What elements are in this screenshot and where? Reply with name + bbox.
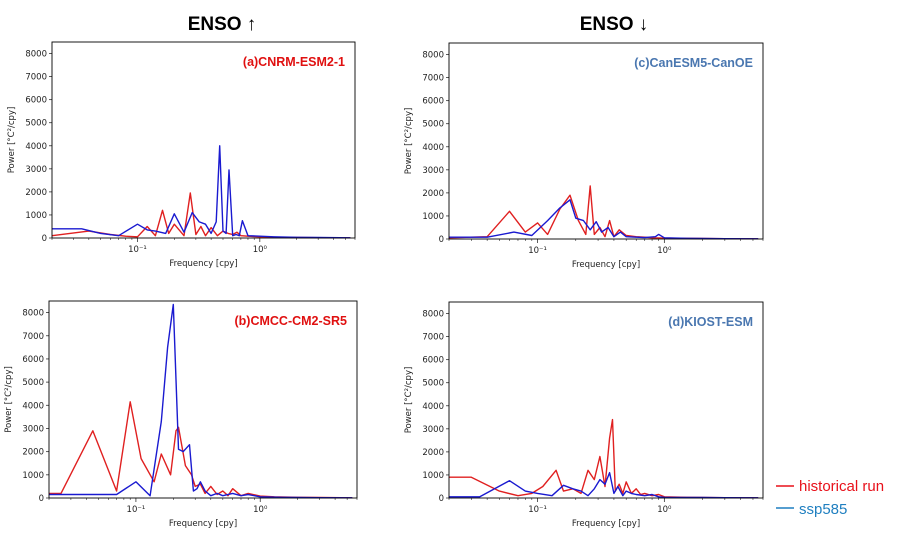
x-axis-label: Frequency [cpy] bbox=[572, 260, 640, 270]
y-tick-label: 5000 bbox=[25, 119, 47, 129]
y-tick-label: 3000 bbox=[25, 165, 47, 175]
y-tick-label: 7000 bbox=[25, 73, 47, 83]
series-ssp585-line bbox=[49, 303, 353, 499]
y-tick-label: 1000 bbox=[25, 211, 47, 221]
y-tick-label: 4000 bbox=[25, 142, 47, 152]
column-title-right: ENSO ↓ bbox=[580, 14, 649, 35]
series-ssp585-line bbox=[52, 145, 351, 239]
y-tick-label: 8000 bbox=[422, 310, 444, 320]
y-tick-label: 4000 bbox=[422, 402, 444, 412]
x-axis-label: Frequency [cpy] bbox=[169, 259, 237, 269]
series-historical-line bbox=[51, 192, 351, 239]
y-axis-label: Power [°C²/cpy] bbox=[4, 366, 14, 433]
y-tick-label: 2000 bbox=[22, 448, 44, 458]
y-tick-label: 8000 bbox=[22, 309, 44, 319]
y-tick-label: 2000 bbox=[422, 189, 444, 199]
plot-frame bbox=[448, 301, 764, 499]
y-tick-label: 0 bbox=[39, 494, 44, 504]
y-tick-label: 0 bbox=[439, 235, 444, 245]
y-tick-label: 4000 bbox=[22, 401, 44, 411]
panels: 0 1000 2000 3000 4000 5000 6000 7000 8000 10⁻¹ 10⁰… bbox=[4, 41, 764, 529]
y-tick-label: 6000 bbox=[22, 355, 44, 365]
plot-frame bbox=[448, 42, 764, 240]
y-tick-label: 4000 bbox=[422, 143, 444, 153]
y-tick-label: 3000 bbox=[22, 424, 44, 434]
x-tick-label: 10⁻¹ bbox=[528, 246, 547, 256]
panel-1: 0 1000 2000 3000 4000 5000 6000 7000 8000 10⁻¹ 10⁰… bbox=[7, 41, 356, 269]
panel-2: 0 1000 2000 3000 4000 5000 6000 7000 8000 10⁻¹ 10⁰… bbox=[404, 42, 764, 270]
panel-title: (c)CanESM5-CanOE bbox=[634, 56, 753, 70]
x-tick-label: 10⁰ bbox=[253, 245, 268, 255]
legend-ssp585-label: ssp585 bbox=[799, 501, 847, 518]
column-title-left: ENSO ↑ bbox=[188, 14, 257, 35]
x-tick-label: 10⁻¹ bbox=[127, 505, 146, 515]
y-tick-label: 5000 bbox=[22, 378, 44, 388]
series-ssp585-line bbox=[449, 471, 759, 499]
y-tick-label: 3000 bbox=[422, 166, 444, 176]
series-historical-line bbox=[49, 401, 353, 499]
y-axis-label: Power [°C²/cpy] bbox=[404, 367, 414, 434]
panel-3: 0 1000 2000 3000 4000 5000 6000 7000 8000 10⁻¹ 10⁰… bbox=[4, 300, 358, 529]
y-tick-label: 8000 bbox=[422, 51, 444, 61]
y-tick-label: 0 bbox=[42, 234, 47, 244]
y-tick-label: 2000 bbox=[25, 188, 47, 198]
y-tick-label: 1000 bbox=[422, 212, 444, 222]
plot-frame bbox=[48, 300, 358, 499]
legend: historical run ssp585 bbox=[776, 478, 884, 518]
x-tick-label: 10⁰ bbox=[657, 505, 672, 515]
panel-title: (d)KIOST-ESM bbox=[668, 315, 753, 329]
panel-title: (b)CMCC-CM2-SR5 bbox=[235, 314, 348, 328]
y-tick-label: 0 bbox=[439, 494, 444, 504]
x-axis-label: Frequency [cpy] bbox=[572, 519, 640, 529]
series-historical-line bbox=[449, 418, 759, 499]
series-ssp585-line bbox=[449, 199, 759, 240]
x-tick-label: 10⁻¹ bbox=[128, 245, 147, 255]
y-tick-label: 6000 bbox=[25, 96, 47, 106]
y-tick-label: 7000 bbox=[22, 332, 44, 342]
plot-frame bbox=[51, 41, 356, 239]
y-tick-label: 6000 bbox=[422, 356, 444, 366]
x-tick-label: 10⁰ bbox=[657, 246, 672, 256]
panel-4: 0 1000 2000 3000 4000 5000 6000 7000 8000 10⁻¹ 10⁰… bbox=[404, 301, 764, 529]
y-axis-label: Power [°C²/cpy] bbox=[404, 108, 414, 175]
y-tick-label: 7000 bbox=[422, 74, 444, 84]
y-tick-label: 2000 bbox=[422, 448, 444, 458]
legend-historical-label: historical run bbox=[799, 478, 884, 495]
y-tick-label: 8000 bbox=[25, 50, 47, 60]
y-tick-label: 5000 bbox=[422, 379, 444, 389]
y-tick-label: 1000 bbox=[422, 471, 444, 481]
y-tick-label: 3000 bbox=[422, 425, 444, 435]
y-tick-label: 7000 bbox=[422, 333, 444, 343]
x-axis-label: Frequency [cpy] bbox=[169, 519, 237, 529]
y-tick-label: 5000 bbox=[422, 120, 444, 130]
x-tick-label: 10⁻¹ bbox=[528, 505, 547, 515]
y-axis-label: Power [°C²/cpy] bbox=[7, 107, 17, 174]
y-tick-label: 1000 bbox=[22, 471, 44, 481]
panel-title: (a)CNRM-ESM2-1 bbox=[243, 55, 345, 69]
y-tick-label: 6000 bbox=[422, 97, 444, 107]
x-tick-label: 10⁰ bbox=[253, 505, 268, 515]
